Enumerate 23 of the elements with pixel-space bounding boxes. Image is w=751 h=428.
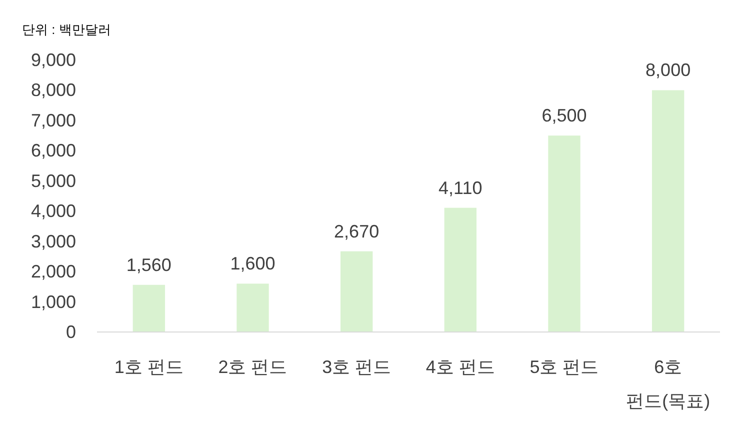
x-tick-label: 2호 펀드 [218,357,288,377]
y-tick-label: 2,000 [30,262,76,282]
x-tick-label: 4호 펀드 [426,357,495,377]
y-tick-label: 3,000 [30,231,76,252]
annotation: 단위 : 백만달러 [22,22,111,37]
y-tick-label: 6,000 [30,140,76,161]
y-tick-label: 5,000 [30,170,76,191]
x-tick-label: 1호 펀드 [114,357,184,377]
y-tick-label: 8,000 [30,80,76,100]
data-label: 6,500 [542,106,587,126]
data-label: 1,600 [230,254,276,274]
y-tick-label: 0 [66,322,76,342]
y-tick-label: 4,000 [30,201,76,222]
y-tick-label: 1,000 [30,292,76,312]
y-tick-label: 7,000 [30,110,76,130]
x-tick-label: 3호 펀드 [322,357,392,377]
data-label: 8,000 [646,60,691,80]
data-label: 1,560 [126,254,172,275]
y-tick-label: 9,000 [30,50,76,70]
data-label: 2,670 [334,221,380,242]
x-tick-label: 5호 펀드 [530,357,599,377]
data-label: 4,110 [438,178,482,198]
x-tick-label: 6호 펀드(목표) [626,357,710,411]
